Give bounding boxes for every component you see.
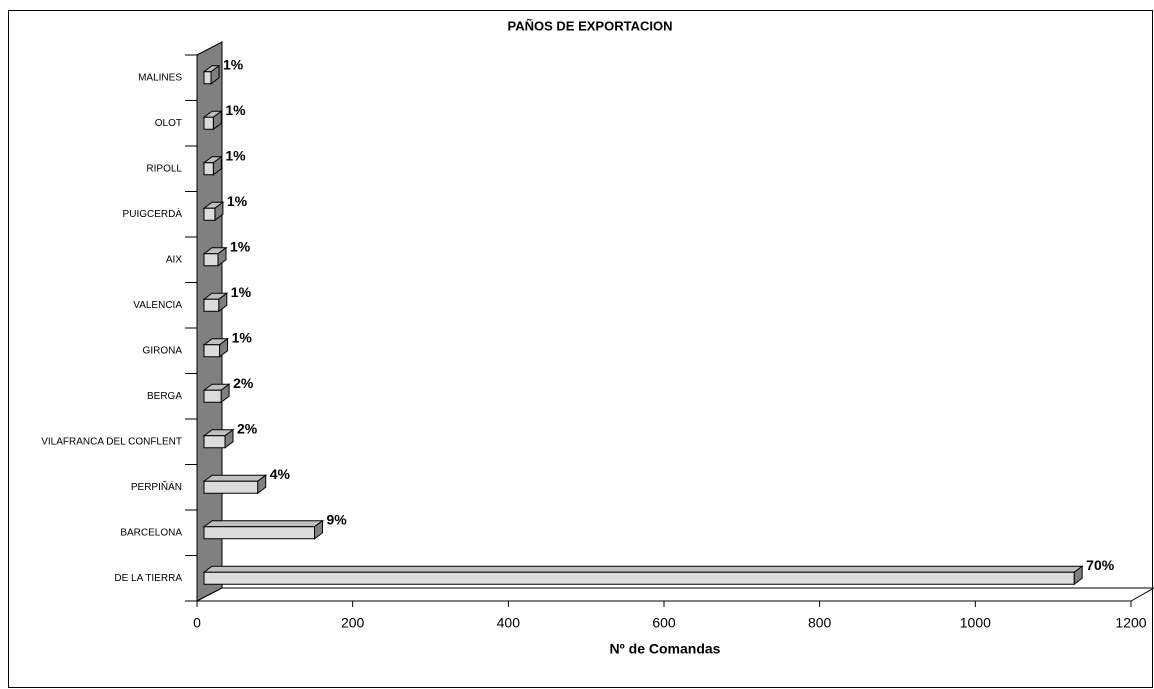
value-label: 9%: [327, 511, 348, 527]
value-label: 2%: [233, 375, 254, 391]
floor: [196, 587, 1154, 602]
x-tick-label: 1200: [1115, 615, 1146, 631]
y-tick-label: VALENCIA: [133, 300, 182, 311]
x-tick-label: 0: [193, 615, 201, 631]
bar: [203, 344, 221, 358]
y-tick-label: DE LA TIERRA: [114, 573, 182, 584]
bar-top: [202, 520, 325, 528]
bar: [203, 526, 316, 540]
value-label: 70%: [1086, 557, 1115, 573]
y-tick-label: OLOT: [155, 118, 182, 129]
value-label: 2%: [237, 420, 258, 436]
bar: [203, 571, 1075, 585]
bar: [203, 71, 212, 85]
y-tick-label: PUIGCERDÀ: [123, 207, 183, 220]
bar: [203, 253, 219, 267]
bar: [203, 389, 222, 403]
x-axis-title: Nº de Comandas: [610, 641, 721, 657]
x-tick-label: 800: [808, 615, 832, 631]
y-tick-label: BARCELONA: [120, 527, 182, 538]
chart-title: PAÑOS DE EXPORTACION: [508, 18, 673, 33]
bar: [203, 435, 226, 449]
y-tick-label: AIX: [166, 254, 182, 265]
y-tick-label: RIPOLL: [146, 163, 182, 174]
value-label: 4%: [270, 466, 291, 482]
bar: [203, 207, 216, 221]
bar: [203, 162, 214, 176]
x-tick-label: 200: [341, 615, 365, 631]
y-tick-label: MALINES: [138, 72, 182, 83]
bar: [203, 116, 214, 130]
bar-top: [202, 474, 268, 482]
x-tick-label: 600: [652, 615, 676, 631]
y-tick-label: VILAFRANCA DEL CONFLENT: [41, 436, 182, 447]
value-label: 1%: [227, 193, 248, 209]
bar: [203, 298, 220, 312]
y-tick-label: PERPIÑÁN: [131, 480, 182, 493]
value-label: 1%: [232, 329, 253, 345]
x-tick-label: 1000: [960, 615, 991, 631]
bar-top: [202, 565, 1084, 573]
value-label: 1%: [231, 284, 252, 300]
bar: [203, 480, 259, 494]
value-label: 1%: [225, 102, 246, 118]
y-tick-label: GIRONA: [143, 345, 183, 356]
value-label: 1%: [225, 147, 246, 163]
y-tick-label: BERGA: [147, 391, 182, 402]
value-label: 1%: [223, 56, 244, 72]
value-label: 1%: [230, 238, 251, 254]
x-tick-label: 400: [497, 615, 521, 631]
